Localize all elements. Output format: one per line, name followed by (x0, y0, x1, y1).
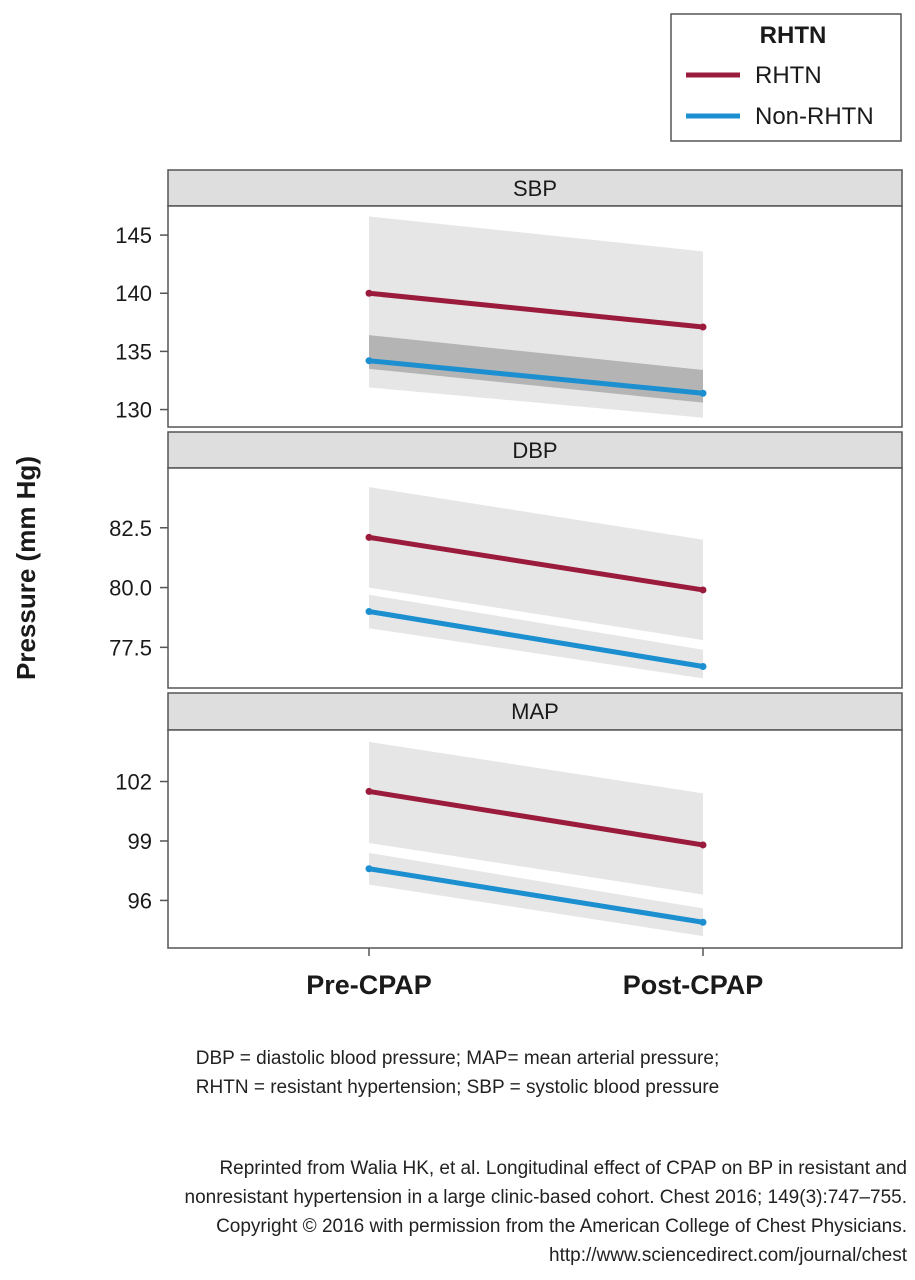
point-rhtn-post-cpap (699, 841, 707, 849)
series-line-rhtn (366, 290, 706, 330)
footnote-line-1: DBP = diastolic blood pressure; MAP= mea… (195, 1048, 720, 1069)
credit-line-1: Reprinted from Walia HK, et al. Longitud… (219, 1158, 907, 1179)
panel-strip-map (167, 692, 903, 731)
x-axis: Pre-CPAP Post-CPAP (306, 948, 763, 1000)
point-rhtn-post-cpap (699, 323, 707, 331)
panel-dbp: DBP 82.5 80.0 77.5 (109, 431, 903, 689)
panel-sbp: SBP 145 140 135 130 (115, 169, 903, 428)
panel-strip-sbp (167, 169, 903, 207)
point-non-rhtn-pre-cpap (365, 865, 373, 873)
faceted-line-chart: SBP 145 140 135 130 DBP 82.5 80.0 77.5 MAP 102 99 96… (11, 13, 903, 1000)
x-tick-label-post-cpap: Post-CPAP (623, 970, 764, 1000)
point-non-rhtn-pre-cpap (365, 357, 373, 365)
y-tick-label: 102 (115, 770, 152, 795)
legend-label-rhtn: RHTN (755, 62, 822, 89)
y-tick-label: 140 (115, 281, 152, 306)
y-tick-label: 135 (115, 339, 152, 364)
y-tick-label: 130 (115, 398, 152, 423)
legend: RHTN RHTN Non-RHTN (670, 13, 902, 142)
point-non-rhtn-post-cpap (699, 918, 707, 926)
credit-line-3: Copyright © 2016 with permission from th… (216, 1216, 907, 1237)
chart-panels: SBP 145 140 135 130 DBP 82.5 80.0 77.5 MAP 102 99 96 (109, 169, 903, 949)
point-non-rhtn-post-cpap (699, 662, 707, 670)
panel-map: MAP 102 99 96 (115, 692, 903, 949)
y-tick-label: 77.5 (109, 635, 152, 660)
panel-title-sbp: SBP (513, 176, 557, 201)
series-line-rhtn (366, 534, 706, 593)
series-line-rhtn (366, 788, 706, 848)
y-tick-label: 82.5 (109, 516, 152, 541)
abbreviations-footnote: DBP = diastolic blood pressure; MAP= mea… (0, 1044, 915, 1102)
y-axis-label: Pressure (mm Hg) (11, 456, 41, 680)
point-rhtn-pre-cpap (365, 787, 373, 795)
y-tick-label: 145 (115, 223, 152, 248)
series-line-non-rhtn (366, 358, 706, 396)
y-tick-label: 80.0 (109, 576, 152, 601)
panel-strip-dbp (167, 431, 903, 469)
point-rhtn-pre-cpap (365, 533, 373, 541)
point-rhtn-pre-cpap (365, 289, 373, 297)
series-line-non-rhtn (366, 608, 706, 669)
point-rhtn-post-cpap (699, 586, 707, 594)
credit-line-4: http://www.sciencedirect.com/journal/che… (549, 1245, 907, 1266)
legend-label-non-rhtn: Non-RHTN (755, 103, 874, 130)
source-credit: Reprinted from Walia HK, et al. Longitud… (27, 1154, 907, 1270)
series-line-non-rhtn (366, 866, 706, 925)
credit-line-2: nonresistant hypertension in a large cli… (184, 1187, 907, 1208)
point-non-rhtn-pre-cpap (365, 607, 373, 615)
footnote-line-2: RHTN = resistant hypertension; SBP = sys… (195, 1077, 720, 1098)
panel-title-dbp: DBP (512, 438, 557, 463)
x-tick-label-pre-cpap: Pre-CPAP (306, 970, 432, 1000)
y-tick-label: 96 (128, 888, 152, 913)
legend-title: RHTN (760, 22, 827, 49)
point-non-rhtn-post-cpap (699, 389, 707, 397)
panel-title-map: MAP (511, 699, 559, 724)
y-tick-label: 99 (128, 829, 152, 854)
